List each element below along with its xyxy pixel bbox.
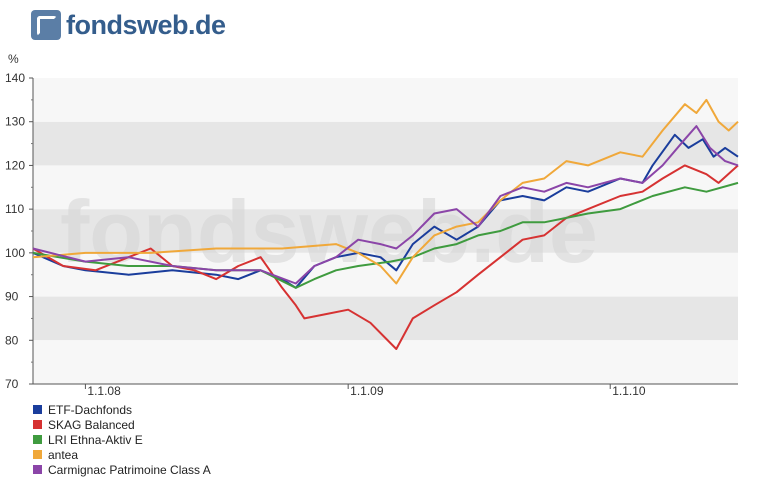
legend-item: ETF-Dachfonds <box>33 402 211 417</box>
grid-band-light <box>33 340 738 384</box>
fondsweb-logo-icon <box>31 10 61 40</box>
x-tick-label: 1.1.08 <box>87 384 121 398</box>
y-tick-label: 130 <box>5 115 25 129</box>
x-tick-label: 1.1.10 <box>612 384 646 398</box>
legend-label: SKAG Balanced <box>48 417 135 432</box>
y-tick-label: 120 <box>5 158 25 172</box>
grid-band-light <box>33 78 738 122</box>
legend-swatch <box>33 450 42 459</box>
chart-container: fondsweb.de 70 80 90 100 110 120 130 140% 1.1.08 1… <box>5 52 739 398</box>
legend-item: LRI Ethna-Aktiv E <box>33 432 211 447</box>
y-tick-label: 90 <box>5 290 19 304</box>
legend-item: SKAG Balanced <box>33 417 211 432</box>
chart-legend: ETF-Dachfonds SKAG Balanced LRI Ethna-Akti… <box>33 402 211 477</box>
legend-swatch <box>33 435 42 444</box>
legend-swatch <box>33 465 42 474</box>
series-line-1 <box>32 133 739 289</box>
grid-band <box>33 296 738 341</box>
legend-item: Carmignac Patrimoine Class A <box>33 462 211 477</box>
y-tick-label: 70 <box>5 377 19 391</box>
fondsweb-logo[interactable]: fondsweb.de <box>31 8 226 42</box>
y-tick-label: 100 <box>5 246 25 260</box>
legend-swatch <box>33 420 42 429</box>
logo-text: fondsweb.de <box>66 9 226 40</box>
y-tick-label: 110 <box>5 202 24 216</box>
legend-label: LRI Ethna-Aktiv E <box>48 432 143 447</box>
series-line-4 <box>32 98 739 285</box>
grid-band-light <box>33 165 738 210</box>
legend-label: antea <box>48 447 79 462</box>
y-tick-label: 80 <box>5 333 19 347</box>
legend-label: Carmignac Patrimoine Class A <box>48 462 211 477</box>
legend-item: antea <box>33 447 211 462</box>
y-tick-label: 140 <box>5 71 25 85</box>
series-line-5 <box>32 125 739 285</box>
legend-swatch <box>33 405 42 414</box>
y-axis-label: % <box>8 52 19 66</box>
grid-band <box>33 121 738 166</box>
legend-label: ETF-Dachfonds <box>48 402 133 417</box>
x-tick-label: 1.1.09 <box>350 384 384 398</box>
